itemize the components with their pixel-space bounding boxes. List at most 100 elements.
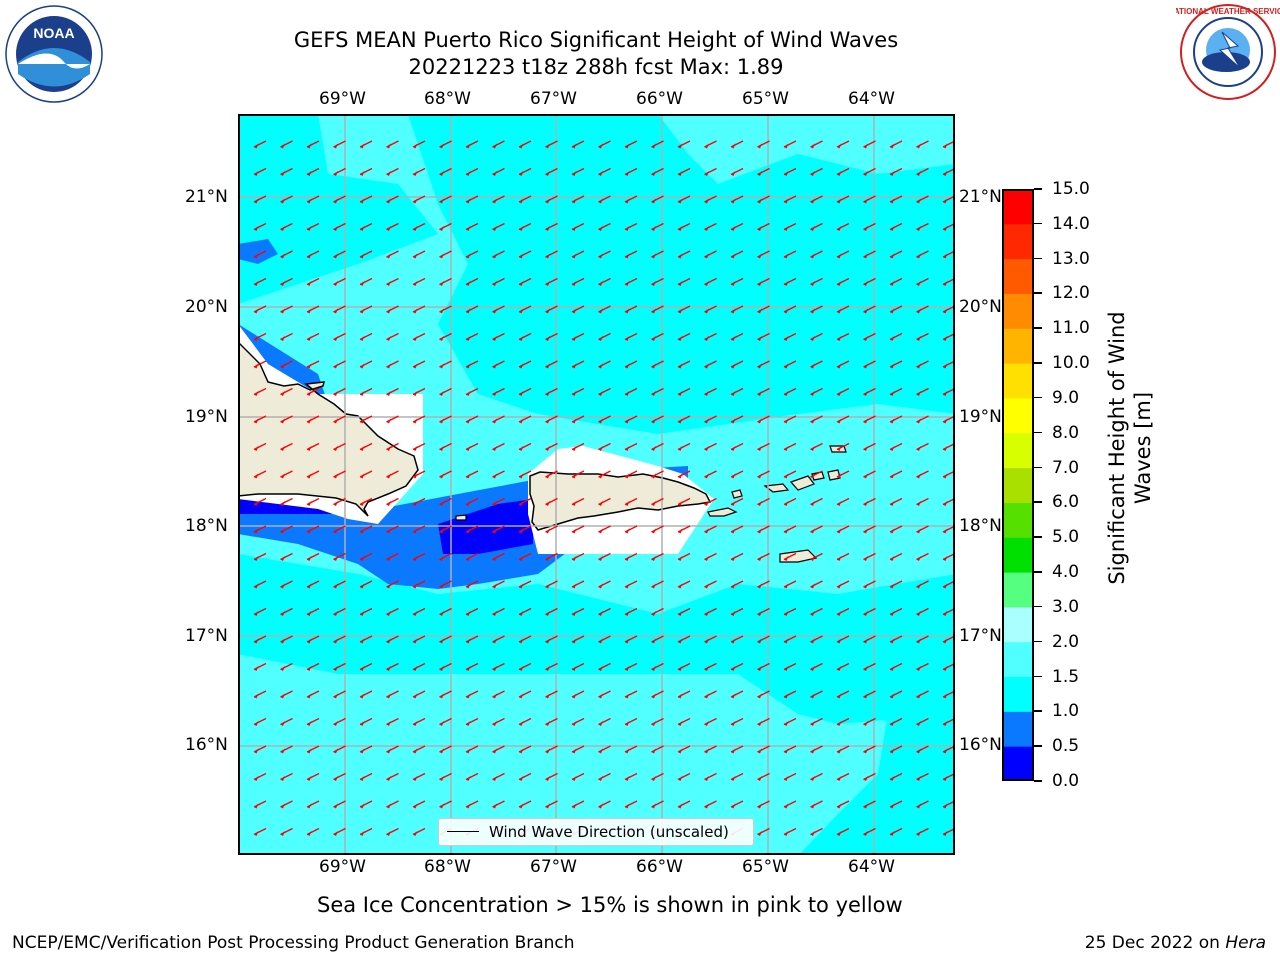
wave-arrow-head [386,281,391,286]
wave-arrow-head [863,556,868,561]
wave-arrow-head [678,418,683,424]
nws-ring-text: NATIONAL WEATHER SERVICE [1176,7,1280,16]
wave-arrow-head [916,143,921,149]
wave-arrow-head [916,748,921,754]
wave-arrow-head [757,281,762,286]
land-puerto-rico [529,471,712,531]
wave-arrow-head [333,336,338,341]
wave-arrow-head [386,611,391,616]
footer-date: 25 Dec 2022 on [1084,933,1226,953]
wave-arrow-head [731,611,736,616]
wave-arrow-head [519,528,524,534]
wave-arrow-head [837,418,842,424]
wave-arrow-head [307,253,312,259]
wave-arrow-head [333,803,338,809]
wave-arrow-head [598,803,603,809]
wave-arrow-head [678,226,683,231]
wave-arrow-head [413,748,418,754]
wave-arrow-head [254,638,259,644]
wave-arrow-head [731,748,736,754]
wave-arrow-head [731,638,736,644]
wave-arrow-head [625,501,630,506]
wave-arrow-head [863,501,868,506]
wave-arrow-head [863,611,868,616]
colorbar-tick-label: 6.0 [1052,492,1080,513]
wave-arrow-head [492,638,497,644]
wave-arrow-head [625,776,630,781]
wave-arrow-head [333,611,338,616]
wave-arrow-head [519,363,524,369]
wave-arrow-head [810,501,815,506]
wave-arrow-head [545,171,550,176]
wave-arrow-head [678,583,683,589]
wave-arrow-head [810,308,815,314]
wave-arrow-head [439,363,444,369]
wave-arrow-head [916,528,921,534]
wave-arrow-head [837,583,842,589]
wave-arrow-head [545,336,550,341]
wave-arrow-head [837,721,842,726]
colorbar-tick-mark [1034,257,1042,260]
wave-arrow-head [386,831,391,836]
lon-label-bottom: 65°W [742,857,789,877]
wave-arrow-head [333,198,338,204]
wave-arrow-head [545,528,550,534]
wave-arrow-head [413,418,418,424]
wave-arrow-head [413,501,418,506]
wave-arrow-head [333,528,338,534]
wave-arrow-head [572,638,577,644]
wave-arrow-head [890,803,895,809]
wave-arrow-head [731,198,736,204]
wave-arrow-head [519,226,524,231]
wave-arrow-head [625,253,630,259]
wave-arrow-head [492,666,497,671]
colorbar-tick-mark [1034,571,1042,573]
wave-arrow-head [704,336,709,341]
wave-arrow-head [598,693,603,699]
wave-arrow-head [519,281,524,286]
wave-arrow-head [545,226,550,231]
colorbar-tick-mark [1034,780,1042,782]
colorbar-label: Significant Height of Wind Waves [m] [1104,268,1156,628]
wave-arrow-head [492,611,497,616]
wave-arrow-head [943,556,948,561]
wave-arrow-head [572,721,577,726]
colorbar-segment [1002,258,1034,294]
wave-arrow-head [863,776,868,781]
wave-arrow-head [731,528,736,534]
wave-arrow-head [863,748,868,754]
wave-arrow-head [492,391,497,396]
wave-arrow-head [916,611,921,616]
wave-arrow-head [519,556,524,561]
wave-arrow-head [890,831,895,836]
colorbar-segment [1002,537,1034,573]
wave-arrow-head [943,308,948,314]
wave-arrow-head [943,363,948,369]
wave-arrow-head [307,611,312,616]
wave-arrow-head [863,253,868,259]
colorbar-segment [1002,606,1034,643]
wave-arrow-head [360,776,365,781]
wave-arrow-head [863,638,868,644]
wave-arrow-head [360,611,365,616]
wave-arrow-head [413,556,418,561]
wave-arrow-head [704,198,709,204]
colorbar-tick-mark [1034,466,1042,469]
wave-arrow-head [916,171,921,176]
wave-arrow-head [837,776,842,781]
colorbar-tick-label: 0.5 [1052,736,1080,757]
wave-arrow-head [863,803,868,809]
wave-arrow-head [360,473,365,479]
colorbar-segment [1002,746,1034,781]
lat-label-left: 19°N [185,407,228,427]
wave-arrow-head [704,501,709,506]
wave-arrow-head [704,611,709,616]
wave-arrow-head [916,253,921,259]
wave-arrow-head [784,748,789,754]
wave-arrow-head [863,281,868,286]
wave-arrow-head [413,803,418,809]
wave-arrow-head [360,143,365,149]
wave-arrow-head [307,143,312,149]
wave-arrow-head [757,363,762,369]
wave-arrow-head [943,171,948,176]
